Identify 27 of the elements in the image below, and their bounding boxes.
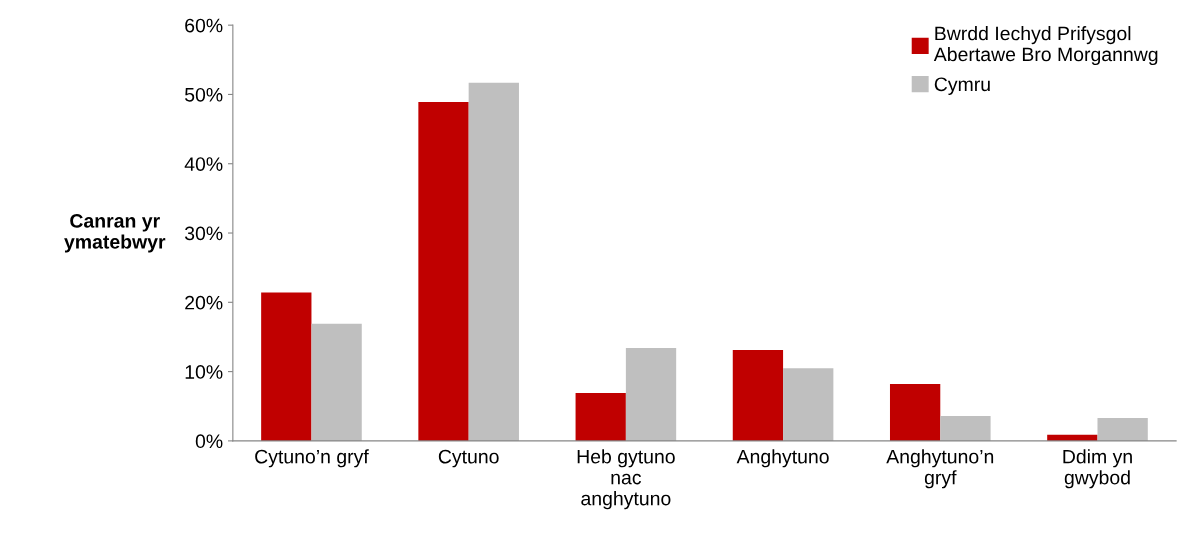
- legend-label: Bwrdd Iechyd Prifysgol Abertawe Bro Morgannwg: [933, 26, 1158, 66]
- y-tick-label: 30%: [184, 226, 223, 241]
- x-tick-label: Cytuno’n gryf: [255, 449, 369, 468]
- bar: [1097, 418, 1148, 441]
- y-tick-label: 60%: [185, 18, 223, 33]
- bar: [311, 323, 362, 441]
- legend-label: Cymru: [934, 77, 990, 95]
- bar: [418, 102, 469, 441]
- bar: [889, 384, 941, 441]
- y-tick-label: 20%: [185, 295, 223, 310]
- x-tick-label: Anghytuno: [736, 449, 829, 468]
- bar: [625, 348, 677, 441]
- bar: [940, 415, 991, 441]
- y-axis-title: Canran yr ymatebwyr: [64, 214, 166, 253]
- y-tick-label: 50%: [184, 87, 223, 102]
- bar: [732, 350, 784, 441]
- x-tick-label: Heb gytuno nac anghytuno: [577, 449, 675, 510]
- bar: [468, 82, 519, 441]
- y-tick-label: 0%: [195, 434, 223, 449]
- bar: [575, 393, 626, 441]
- y-tick-label: 10%: [185, 365, 223, 379]
- x-tick-label: Cytuno: [438, 449, 499, 468]
- x-tick-label: Ddim yn gwybod: [1063, 449, 1132, 489]
- y-tick-label: 40%: [184, 157, 223, 171]
- bar: [783, 368, 834, 441]
- x-tick-label: Anghytuno’n gryf: [886, 449, 994, 489]
- bar: [261, 292, 312, 441]
